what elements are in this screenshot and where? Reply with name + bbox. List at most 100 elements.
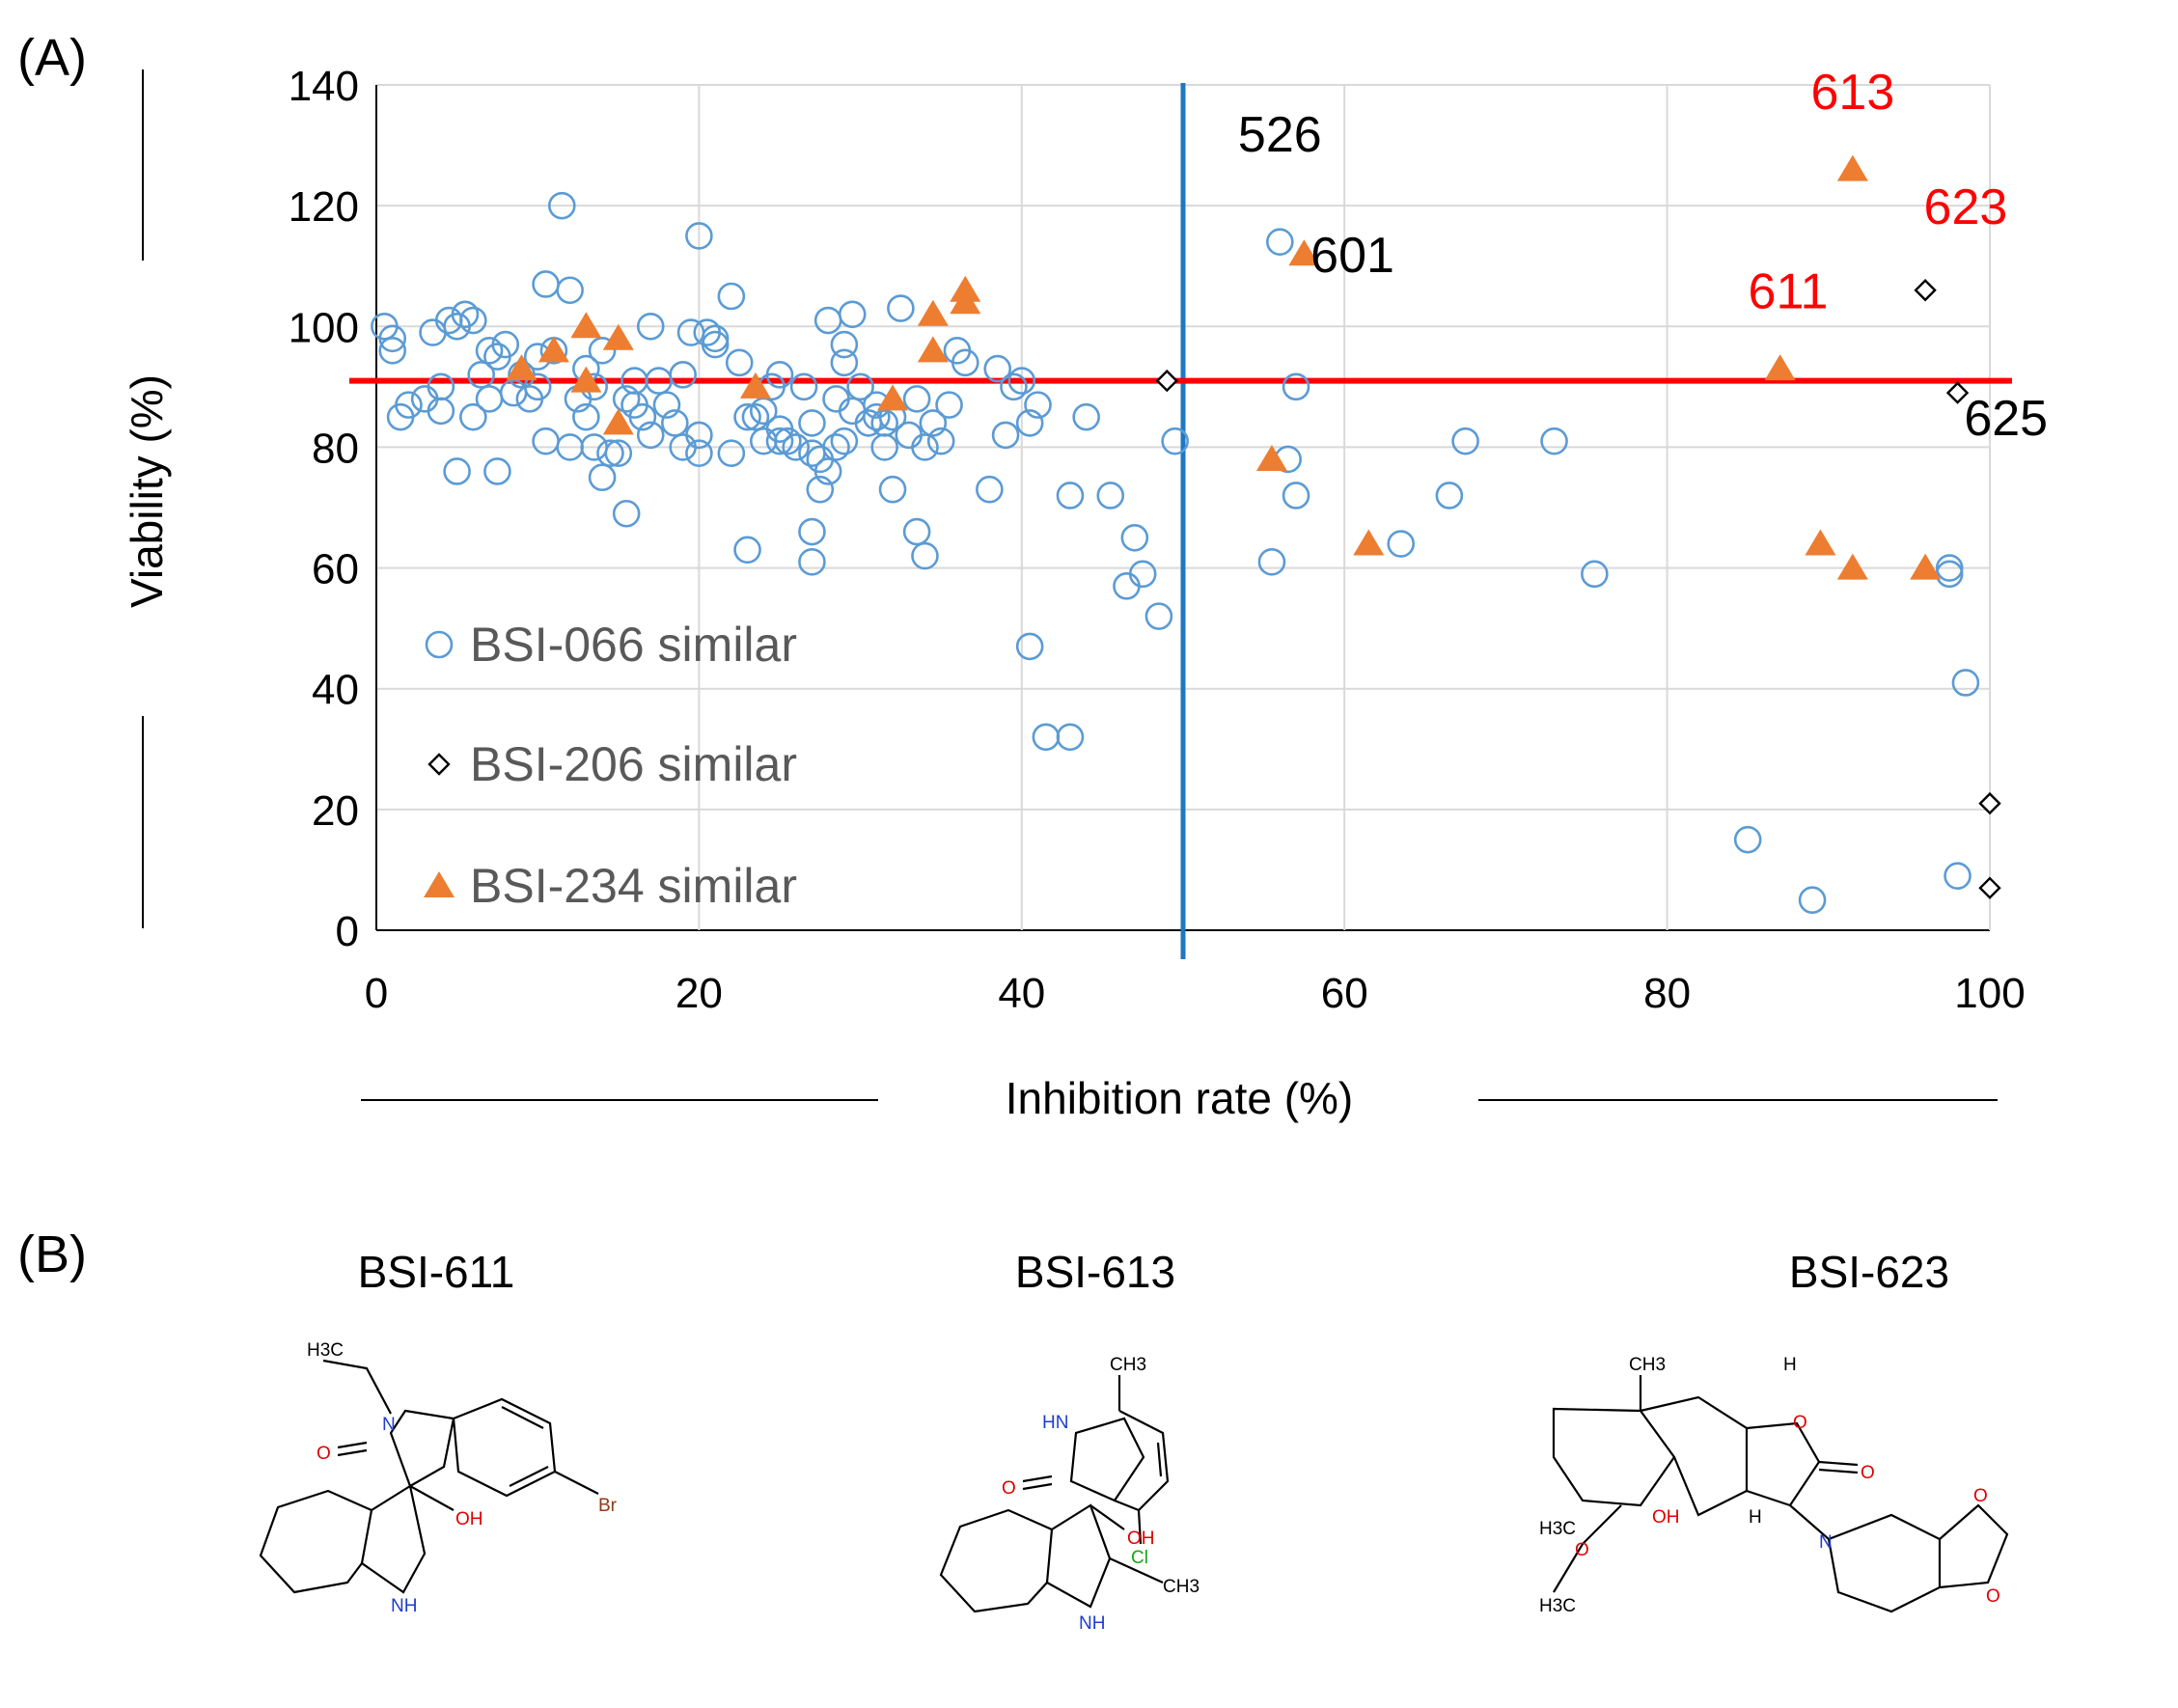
bsi-066-point xyxy=(830,348,859,377)
bsi-206-point xyxy=(1914,279,1937,302)
bsi-066-point xyxy=(1733,825,1762,854)
bsi-066-point xyxy=(926,427,955,455)
annotation-613: 613 xyxy=(1810,65,1894,121)
label-623-o-ring: O xyxy=(1793,1413,1807,1433)
bsi-066-point xyxy=(1128,560,1157,589)
bsi-066-point xyxy=(1935,554,1964,582)
legend-marker-bsi-234 xyxy=(424,871,455,897)
lactone-carbonyl xyxy=(1818,1460,1859,1474)
bsi-066-point xyxy=(701,330,730,359)
bsi-066-point xyxy=(459,402,487,431)
bsi-066-point xyxy=(434,306,463,335)
bsi-066-point xyxy=(459,306,487,335)
methoxy-bonds xyxy=(1553,1504,1622,1593)
structure-title-613: BSI-613 xyxy=(1015,1247,1175,1297)
bsi-066-point xyxy=(822,385,850,413)
bsi-206-point xyxy=(1155,369,1178,393)
piperidine-ring xyxy=(1789,1504,1942,1613)
bsi-066-point xyxy=(798,409,826,437)
bsi-234-point xyxy=(570,366,602,393)
br-bond xyxy=(554,1471,599,1495)
label-613-oh: OH xyxy=(1127,1529,1155,1549)
bsi-066-point xyxy=(685,222,713,250)
lactone-ring xyxy=(1746,1421,1821,1507)
bsi-066-point xyxy=(1015,632,1044,661)
annotation-601: 601 xyxy=(1310,228,1394,284)
bsi-066-point xyxy=(1032,723,1061,752)
bsi-066-point xyxy=(1798,886,1827,915)
bsi-066-point xyxy=(749,397,778,426)
legend-marker-bsi-206 xyxy=(427,753,451,776)
annotation-611: 611 xyxy=(1749,264,1829,320)
x-tick-label: 20 xyxy=(675,970,723,1017)
bsi-234-point xyxy=(1288,239,1320,266)
bsi-066-point xyxy=(612,385,641,413)
bsi-066-point xyxy=(427,397,455,426)
structure-bsi-623 xyxy=(1552,1375,2009,1613)
bsi-066-point xyxy=(532,270,560,298)
bsi-066-point xyxy=(806,475,835,504)
bsi-066-point xyxy=(911,433,939,461)
bsi-066-point xyxy=(1951,669,1980,697)
chart-ticks: 0 20 40 60 80 100 120 140 0 20 40 60 80 100 xyxy=(289,63,2026,1017)
bsi-066-point xyxy=(661,409,689,437)
bsi-066-point xyxy=(604,439,633,467)
annotation-526: 526 xyxy=(1238,107,1322,163)
label-623-o-carbonyl: O xyxy=(1861,1463,1875,1483)
bsi-066-point xyxy=(1161,427,1189,455)
bsi-066-point xyxy=(830,330,859,359)
bsi-066-point xyxy=(878,475,907,504)
bsi-066-point xyxy=(588,463,617,492)
label-613-hn: HN xyxy=(1042,1413,1068,1433)
y-tick-label: 140 xyxy=(289,63,359,110)
bsi-234-point xyxy=(1910,553,1942,580)
bsi-206-point xyxy=(1978,791,2001,815)
bsi-234-point xyxy=(739,372,771,399)
bsi-066-point xyxy=(830,427,859,455)
bsi-066-point xyxy=(636,421,665,450)
chart-legend: BSI-066 similar BSI-206 similar BSI-234 si… xyxy=(424,618,797,913)
bsi-066-point xyxy=(467,361,495,389)
bsi-234-point xyxy=(602,323,634,350)
label-611-h3c: H3C xyxy=(307,1340,344,1361)
bsi-066-point xyxy=(887,294,915,322)
carbonyl xyxy=(337,1441,368,1457)
bsi-066-point xyxy=(765,427,794,455)
bsi-234-point xyxy=(538,336,569,363)
bsi-066-point xyxy=(717,282,746,311)
bsi-066-point xyxy=(1266,228,1294,256)
bsi-066-point xyxy=(725,348,754,377)
bsi-066-point xyxy=(612,499,641,528)
bsi-206-point xyxy=(1945,381,1970,404)
bsi-066-point xyxy=(976,475,1004,504)
bsi-066-point xyxy=(572,402,600,431)
chart-annotations: 526 601 613 623 611 625 xyxy=(1238,65,2048,447)
bsi-234-point xyxy=(917,336,949,363)
bsi-066-point xyxy=(395,391,423,419)
bsi-066-point xyxy=(902,385,931,413)
y-tick-label: 20 xyxy=(312,787,359,835)
bsi-066-point xyxy=(870,409,898,437)
bsi-066-point xyxy=(1144,602,1173,630)
bsi-234-point xyxy=(602,408,634,435)
label-623-o-diox2: O xyxy=(1986,1586,2000,1607)
y-tick-label: 0 xyxy=(336,908,359,955)
legend-marker-bsi-066 xyxy=(425,630,454,659)
bsi-066-point xyxy=(1007,367,1036,395)
bsi-066-point xyxy=(717,439,746,467)
label-613-ch3-top: CH3 xyxy=(1110,1355,1146,1375)
bsi-066-point xyxy=(846,372,874,401)
bsi-066-point xyxy=(410,385,439,413)
bsi-066-point xyxy=(1024,391,1052,419)
bsi-066-point xyxy=(596,439,624,467)
bsi-234-point xyxy=(570,312,602,339)
label-623-h-bot: H xyxy=(1749,1507,1762,1528)
x-tick-label: 80 xyxy=(1643,970,1691,1017)
benzene-double-bond xyxy=(1156,1442,1163,1477)
benzene-ring xyxy=(1114,1410,1170,1512)
five-ring xyxy=(389,1409,455,1488)
bsi-206-point xyxy=(1978,876,2001,899)
annotation-625: 625 xyxy=(1964,391,2048,447)
bsi-066-point xyxy=(863,402,891,431)
